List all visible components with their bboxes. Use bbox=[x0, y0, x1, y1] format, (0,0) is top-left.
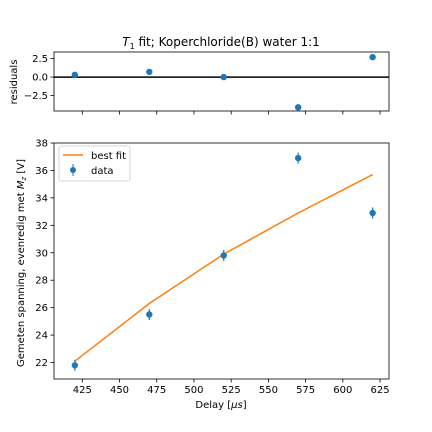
main-y-tick-label: 28 bbox=[35, 276, 48, 287]
main-xlabel: Delay [μs] bbox=[195, 400, 246, 411]
residuals-y-ticks: 2.5 0.0 −2.5 bbox=[24, 54, 54, 102]
main-y-tick-label: 36 bbox=[35, 166, 48, 177]
legend: best fit data bbox=[58, 145, 131, 182]
main-x-tick-label: 450 bbox=[110, 385, 129, 396]
data-point bbox=[369, 209, 376, 217]
main-y-tick-label: 32 bbox=[35, 221, 48, 232]
main-panel: 22 24 26 28 30 32 34 36 38 425 450 475 500 525 550 575… bbox=[16, 139, 390, 412]
main-x-tick-label: 525 bbox=[222, 385, 241, 396]
data-point bbox=[146, 311, 153, 318]
residuals-points bbox=[71, 53, 376, 111]
main-x-tick-label: 575 bbox=[296, 385, 315, 396]
main-ylabel: Gemeten spanning, evenredig met Mz [V] bbox=[16, 159, 28, 367]
residuals-y-tick-label: 2.5 bbox=[32, 54, 48, 65]
main-axes-frame bbox=[53, 142, 390, 380]
main-x-ticks: 425 450 475 500 525 550 575 600 625 bbox=[73, 379, 390, 396]
main-x-tick-label: 550 bbox=[259, 385, 278, 396]
residuals-ylabel: residuals bbox=[9, 60, 20, 105]
main-x-tick-label: 425 bbox=[73, 385, 92, 396]
legend-data-marker bbox=[70, 167, 76, 173]
residual-point bbox=[369, 53, 376, 61]
residuals-panel: T1 fit; Koperchloride(B) water 1:1 resid… bbox=[9, 35, 390, 115]
residuals-y-tick-label: −2.5 bbox=[24, 91, 48, 102]
residual-point bbox=[220, 73, 227, 81]
main-y-ticks: 22 24 26 28 30 32 34 36 38 bbox=[35, 139, 54, 369]
residual-point bbox=[294, 104, 302, 111]
residual-point bbox=[146, 68, 153, 76]
main-x-tick-label: 600 bbox=[333, 385, 352, 396]
residuals-x-ticks bbox=[81, 111, 381, 115]
main-y-tick-label: 26 bbox=[35, 303, 48, 314]
residual-point bbox=[71, 71, 79, 79]
chart-title: T1 fit; Koperchloride(B) water 1:1 bbox=[122, 35, 320, 51]
data-point bbox=[71, 362, 79, 369]
main-y-tick-label: 22 bbox=[35, 358, 48, 369]
data-point bbox=[220, 252, 227, 259]
best-fit-line bbox=[74, 173, 373, 362]
data-points bbox=[71, 152, 376, 371]
main-x-tick-label: 625 bbox=[371, 385, 390, 396]
legend-data-label: data bbox=[91, 166, 114, 177]
residuals-axes-frame bbox=[53, 51, 390, 112]
main-y-tick-label: 24 bbox=[35, 331, 48, 342]
main-x-tick-label: 500 bbox=[184, 385, 203, 396]
main-y-tick-label: 30 bbox=[35, 248, 48, 259]
data-point bbox=[294, 154, 302, 162]
main-y-tick-label: 38 bbox=[35, 139, 48, 150]
main-x-tick-label: 475 bbox=[147, 385, 166, 396]
residuals-y-tick-label: 0.0 bbox=[32, 73, 48, 84]
legend-best-fit-label: best fit bbox=[91, 151, 126, 162]
main-y-tick-label: 34 bbox=[35, 193, 48, 204]
